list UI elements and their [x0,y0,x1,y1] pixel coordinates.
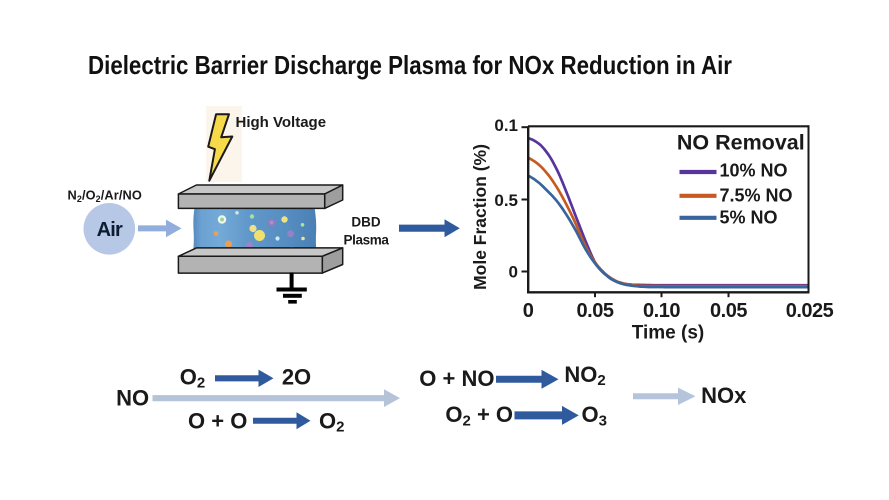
svg-text:Plasma: Plasma [344,233,390,248]
svg-text:NOx: NOx [701,383,747,408]
svg-text:0: 0 [509,263,518,282]
svg-text:Dielectric Barrier Discharge P: Dielectric Barrier Discharge Plasma for … [88,50,732,80]
svg-text:2O: 2O [282,364,311,389]
svg-text:0.10: 0.10 [643,300,680,322]
svg-text:5% NO: 5% NO [720,208,778,228]
svg-text:0.05: 0.05 [710,300,747,322]
svg-text:NO: NO [116,385,149,410]
svg-text:O2 + O: O2 + O [445,402,513,429]
svg-text:O + O: O + O [188,408,247,433]
svg-text:0.5: 0.5 [494,191,518,210]
svg-text:0: 0 [523,300,534,322]
svg-text:10% NO: 10% NO [720,160,788,180]
svg-text:0.1: 0.1 [494,116,518,135]
svg-text:High Voltage: High Voltage [236,114,327,131]
svg-text:O + NO: O + NO [419,366,494,391]
svg-text:Mole Fraction (%): Mole Fraction (%) [470,144,490,290]
svg-text:Air: Air [97,219,123,241]
svg-text:Time (s): Time (s) [632,323,705,344]
svg-text:0.025: 0.025 [786,300,834,322]
svg-text:N2/O2/Ar/NO: N2/O2/Ar/NO [68,188,142,205]
svg-text:NO Removal: NO Removal [677,131,805,155]
svg-text:DBD: DBD [351,215,380,230]
svg-text:0.05: 0.05 [577,300,614,322]
svg-text:7.5% NO: 7.5% NO [720,186,793,206]
